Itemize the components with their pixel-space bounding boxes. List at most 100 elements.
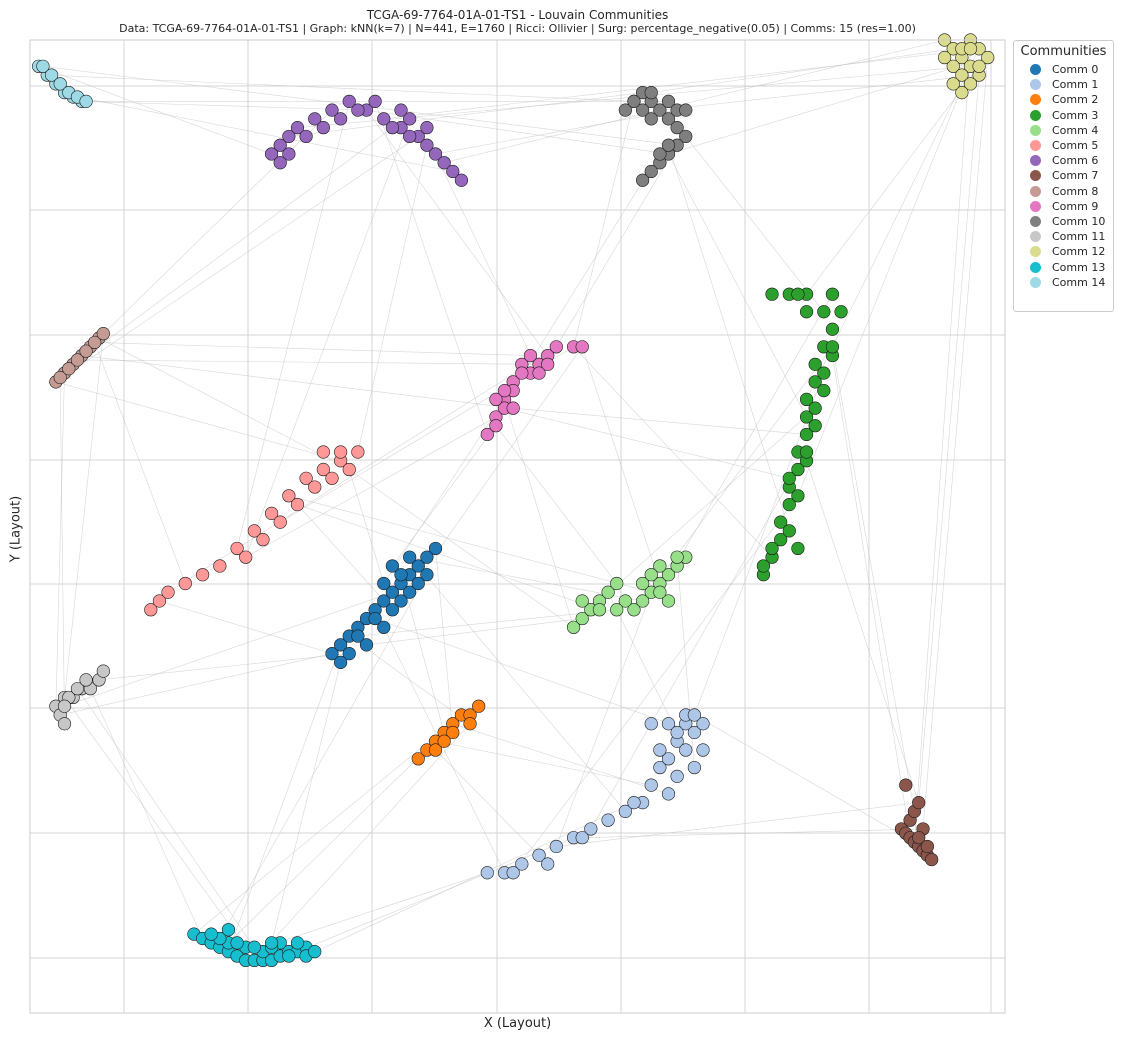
data-point-comm-5 bbox=[144, 603, 158, 617]
data-point-comm-8 bbox=[96, 327, 110, 341]
legend-item: Comm 8 bbox=[1014, 184, 1113, 199]
data-point-comm-2 bbox=[437, 734, 451, 748]
legend-marker bbox=[1030, 79, 1041, 91]
data-point-comm-6 bbox=[342, 94, 356, 108]
data-point-comm-7 bbox=[925, 852, 939, 867]
data-point-comm-3 bbox=[799, 410, 814, 424]
legend-item: Comm 12 bbox=[1014, 244, 1113, 259]
data-point-comm-10 bbox=[636, 103, 650, 117]
legend-item: Comm 5 bbox=[1014, 138, 1113, 153]
data-point-comm-6 bbox=[420, 121, 434, 135]
data-point-comm-10 bbox=[670, 121, 684, 135]
data-point-comm-10 bbox=[679, 129, 693, 144]
graph-edge bbox=[444, 39, 945, 164]
data-point-comm-1 bbox=[584, 822, 598, 836]
legend-item: Comm 1 bbox=[1014, 77, 1113, 92]
data-point-comm-5 bbox=[152, 594, 167, 608]
data-point-comm-2 bbox=[428, 743, 443, 757]
legend-marker bbox=[1030, 276, 1041, 288]
data-point-comm-0 bbox=[351, 629, 365, 643]
data-point-comm-7 bbox=[912, 831, 926, 845]
data-point-comm-1 bbox=[506, 866, 520, 880]
data-point-comm-9 bbox=[515, 366, 529, 380]
data-point-comm-3 bbox=[791, 541, 805, 556]
data-point-comm-6 bbox=[282, 129, 296, 144]
data-point-comm-9 bbox=[541, 357, 555, 371]
graph-edge bbox=[90, 688, 203, 939]
data-point-comm-1 bbox=[661, 717, 676, 731]
data-point-comm-0 bbox=[394, 568, 408, 582]
data-point-comm-8 bbox=[88, 335, 102, 350]
data-point-comm-9 bbox=[549, 340, 563, 354]
data-point-comm-12 bbox=[955, 68, 969, 82]
data-point-comm-0 bbox=[325, 647, 339, 661]
data-point-comm-0 bbox=[411, 576, 425, 591]
data-point-comm-4 bbox=[627, 603, 641, 617]
data-point-comm-9 bbox=[532, 366, 546, 380]
graph-edge bbox=[38, 66, 272, 155]
data-point-comm-2 bbox=[472, 699, 486, 713]
graph-edge bbox=[366, 109, 669, 155]
data-point-comm-6 bbox=[273, 156, 287, 170]
data-point-comm-5 bbox=[161, 585, 175, 599]
graph-edge bbox=[64, 697, 246, 948]
data-point-comm-5 bbox=[290, 497, 305, 512]
graph-edge bbox=[193, 714, 462, 935]
graph-edge bbox=[435, 749, 540, 856]
graph-edge bbox=[245, 416, 497, 558]
graph-edge bbox=[922, 57, 989, 829]
data-point-comm-7 bbox=[912, 796, 926, 810]
legend-title: Communities bbox=[1020, 44, 1107, 59]
data-point-comm-6 bbox=[454, 173, 469, 187]
legend-label: Comm 10 bbox=[1052, 214, 1106, 228]
graph-edge bbox=[47, 74, 634, 102]
data-point-comm-6 bbox=[403, 129, 417, 144]
legend-marker bbox=[1030, 170, 1041, 182]
data-point-comm-6 bbox=[290, 121, 305, 135]
data-point-comm-1 bbox=[687, 708, 701, 722]
data-point-comm-0 bbox=[342, 647, 356, 661]
graph-edge bbox=[98, 653, 350, 681]
graph-edge bbox=[590, 451, 807, 830]
graph-edge bbox=[288, 495, 652, 593]
data-point-comm-5 bbox=[178, 576, 192, 591]
graph-edge bbox=[159, 600, 333, 654]
data-point-comm-4 bbox=[644, 568, 658, 582]
data-point-comm-8 bbox=[62, 362, 76, 376]
legend-label: Comm 7 bbox=[1052, 169, 1099, 183]
data-point-comm-6 bbox=[403, 112, 417, 126]
data-point-comm-1 bbox=[549, 839, 563, 854]
data-point-comm-13 bbox=[308, 945, 322, 959]
data-point-comm-4 bbox=[661, 568, 676, 582]
data-point-comm-5 bbox=[299, 471, 313, 485]
data-point-comm-3 bbox=[808, 419, 822, 433]
data-point-comm-6 bbox=[334, 112, 348, 126]
graph-edge bbox=[694, 714, 915, 843]
data-point-comm-14 bbox=[36, 59, 50, 73]
data-point-comm-4 bbox=[610, 576, 624, 591]
data-point-comm-12 bbox=[946, 77, 960, 91]
data-point-comm-4 bbox=[636, 594, 650, 608]
data-point-comm-6 bbox=[325, 103, 339, 117]
data-point-comm-1 bbox=[696, 743, 710, 757]
graph-edge bbox=[659, 74, 980, 111]
data-point-comm-1 bbox=[653, 760, 667, 775]
data-point-comm-12 bbox=[963, 77, 978, 91]
legend-item: Comm 2 bbox=[1014, 92, 1113, 107]
graph-edge bbox=[94, 342, 186, 584]
data-point-comm-2 bbox=[463, 717, 477, 731]
graph-edge bbox=[914, 48, 971, 843]
data-point-comm-3 bbox=[765, 541, 779, 556]
chart-title-block: TCGA-69-7764-01A-01-TS1 - Louvain Commun… bbox=[30, 8, 1005, 36]
data-point-comm-5 bbox=[334, 445, 348, 459]
graph-edge bbox=[512, 495, 799, 873]
data-point-comm-11 bbox=[96, 664, 110, 678]
graph-edge bbox=[64, 333, 104, 698]
data-point-comm-1 bbox=[618, 804, 632, 818]
data-point-comm-3 bbox=[782, 471, 796, 485]
data-point-comm-4 bbox=[618, 594, 632, 608]
graph-edge bbox=[504, 399, 574, 628]
legend-label: Comm 13 bbox=[1052, 260, 1106, 274]
legend: Communities Comm 0 Comm 1 Comm 2 Comm 3 Comm… bbox=[1013, 40, 1114, 312]
